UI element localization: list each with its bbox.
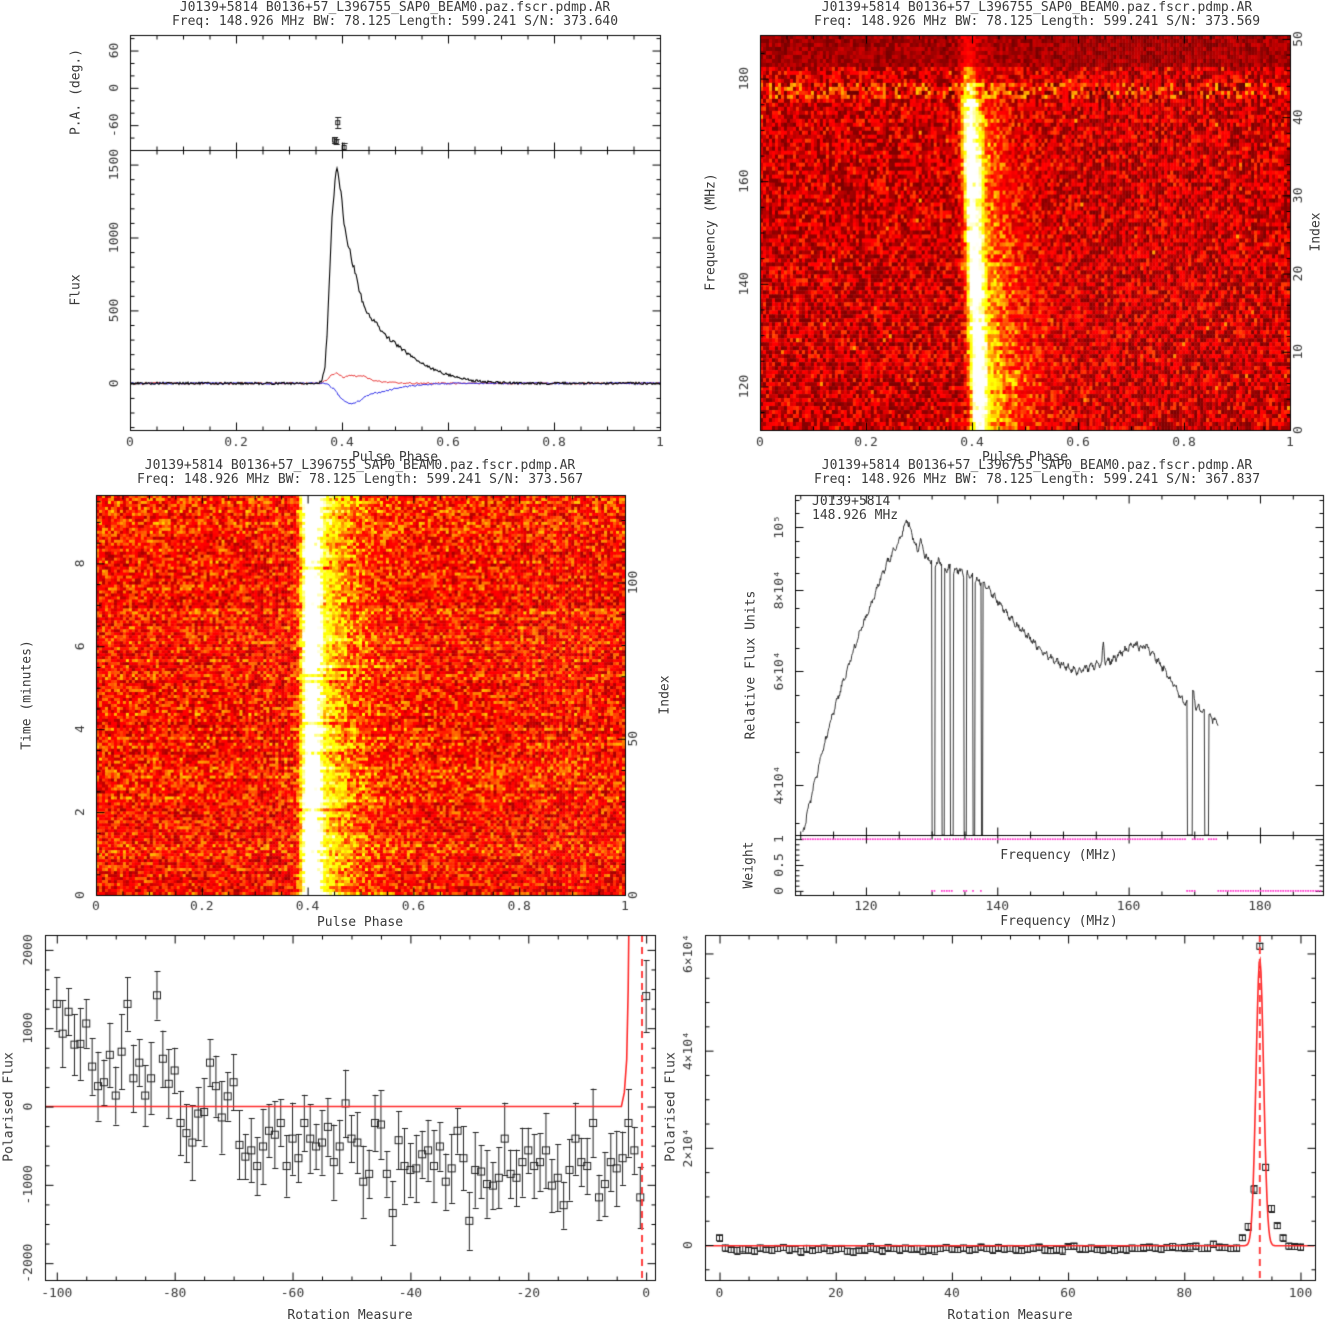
spectrum-title-line2: Freq: 148.926 MHz BW: 78.125 Length: 599… bbox=[813, 472, 1261, 487]
freqphase-xaxis-label: Pulse Phase bbox=[981, 450, 1069, 465]
flux-axis-label: Flux bbox=[68, 274, 84, 306]
pa-axis-label: P.A. (deg.) bbox=[68, 48, 84, 136]
spectrum-title-line1: J0139+5814 B0136+57_L396755_SAP0_BEAM0.p… bbox=[821, 458, 1253, 473]
polflux-neg-axis-label: Polarised Flux bbox=[1, 1052, 17, 1162]
timephase-title-line2: Freq: 148.926 MHz BW: 78.125 Length: 599… bbox=[136, 472, 584, 487]
relative-flux-axis-label: Relative Flux Units bbox=[743, 590, 759, 740]
frequency-xaxis-label-inner: Frequency (MHz) bbox=[1000, 848, 1118, 863]
spectrum-annot-source: J0139+5814 bbox=[812, 494, 891, 509]
profile-title-line1: J0139+5814 B0136+57_L396755_SAP0_BEAM0.p… bbox=[179, 0, 611, 15]
freqphase-title-line2: Freq: 148.926 MHz BW: 78.125 Length: 599… bbox=[813, 14, 1261, 29]
freqphase-title-line1: J0139+5814 B0136+57_L396755_SAP0_BEAM0.p… bbox=[821, 0, 1253, 15]
freq-index-axis-label: Index bbox=[1308, 212, 1324, 252]
time-axis-label: Time (minutes) bbox=[19, 640, 35, 750]
polflux-pos-axis-label: Polarised Flux bbox=[663, 1052, 679, 1162]
frequency-xaxis-label: Frequency (MHz) bbox=[1000, 914, 1118, 929]
profile-title-line2: Freq: 148.926 MHz BW: 78.125 Length: 599… bbox=[171, 14, 619, 29]
spectrum-annot-freq: 148.926 MHz bbox=[812, 508, 899, 523]
timephase-title-line1: J0139+5814 B0136+57_L396755_SAP0_BEAM0.p… bbox=[144, 458, 576, 473]
timephase-xaxis-label: Pulse Phase bbox=[316, 915, 404, 930]
profile-xaxis-label: Pulse Phase bbox=[351, 450, 439, 465]
frequency-axis-label: Frequency (MHz) bbox=[703, 173, 719, 291]
rm-neg-xaxis-label: Rotation Measure bbox=[287, 1308, 413, 1323]
weight-axis-label: Weight bbox=[741, 841, 757, 889]
time-index-axis-label: Index bbox=[657, 675, 673, 715]
rm-pos-xaxis-label: Rotation Measure bbox=[947, 1308, 1073, 1323]
